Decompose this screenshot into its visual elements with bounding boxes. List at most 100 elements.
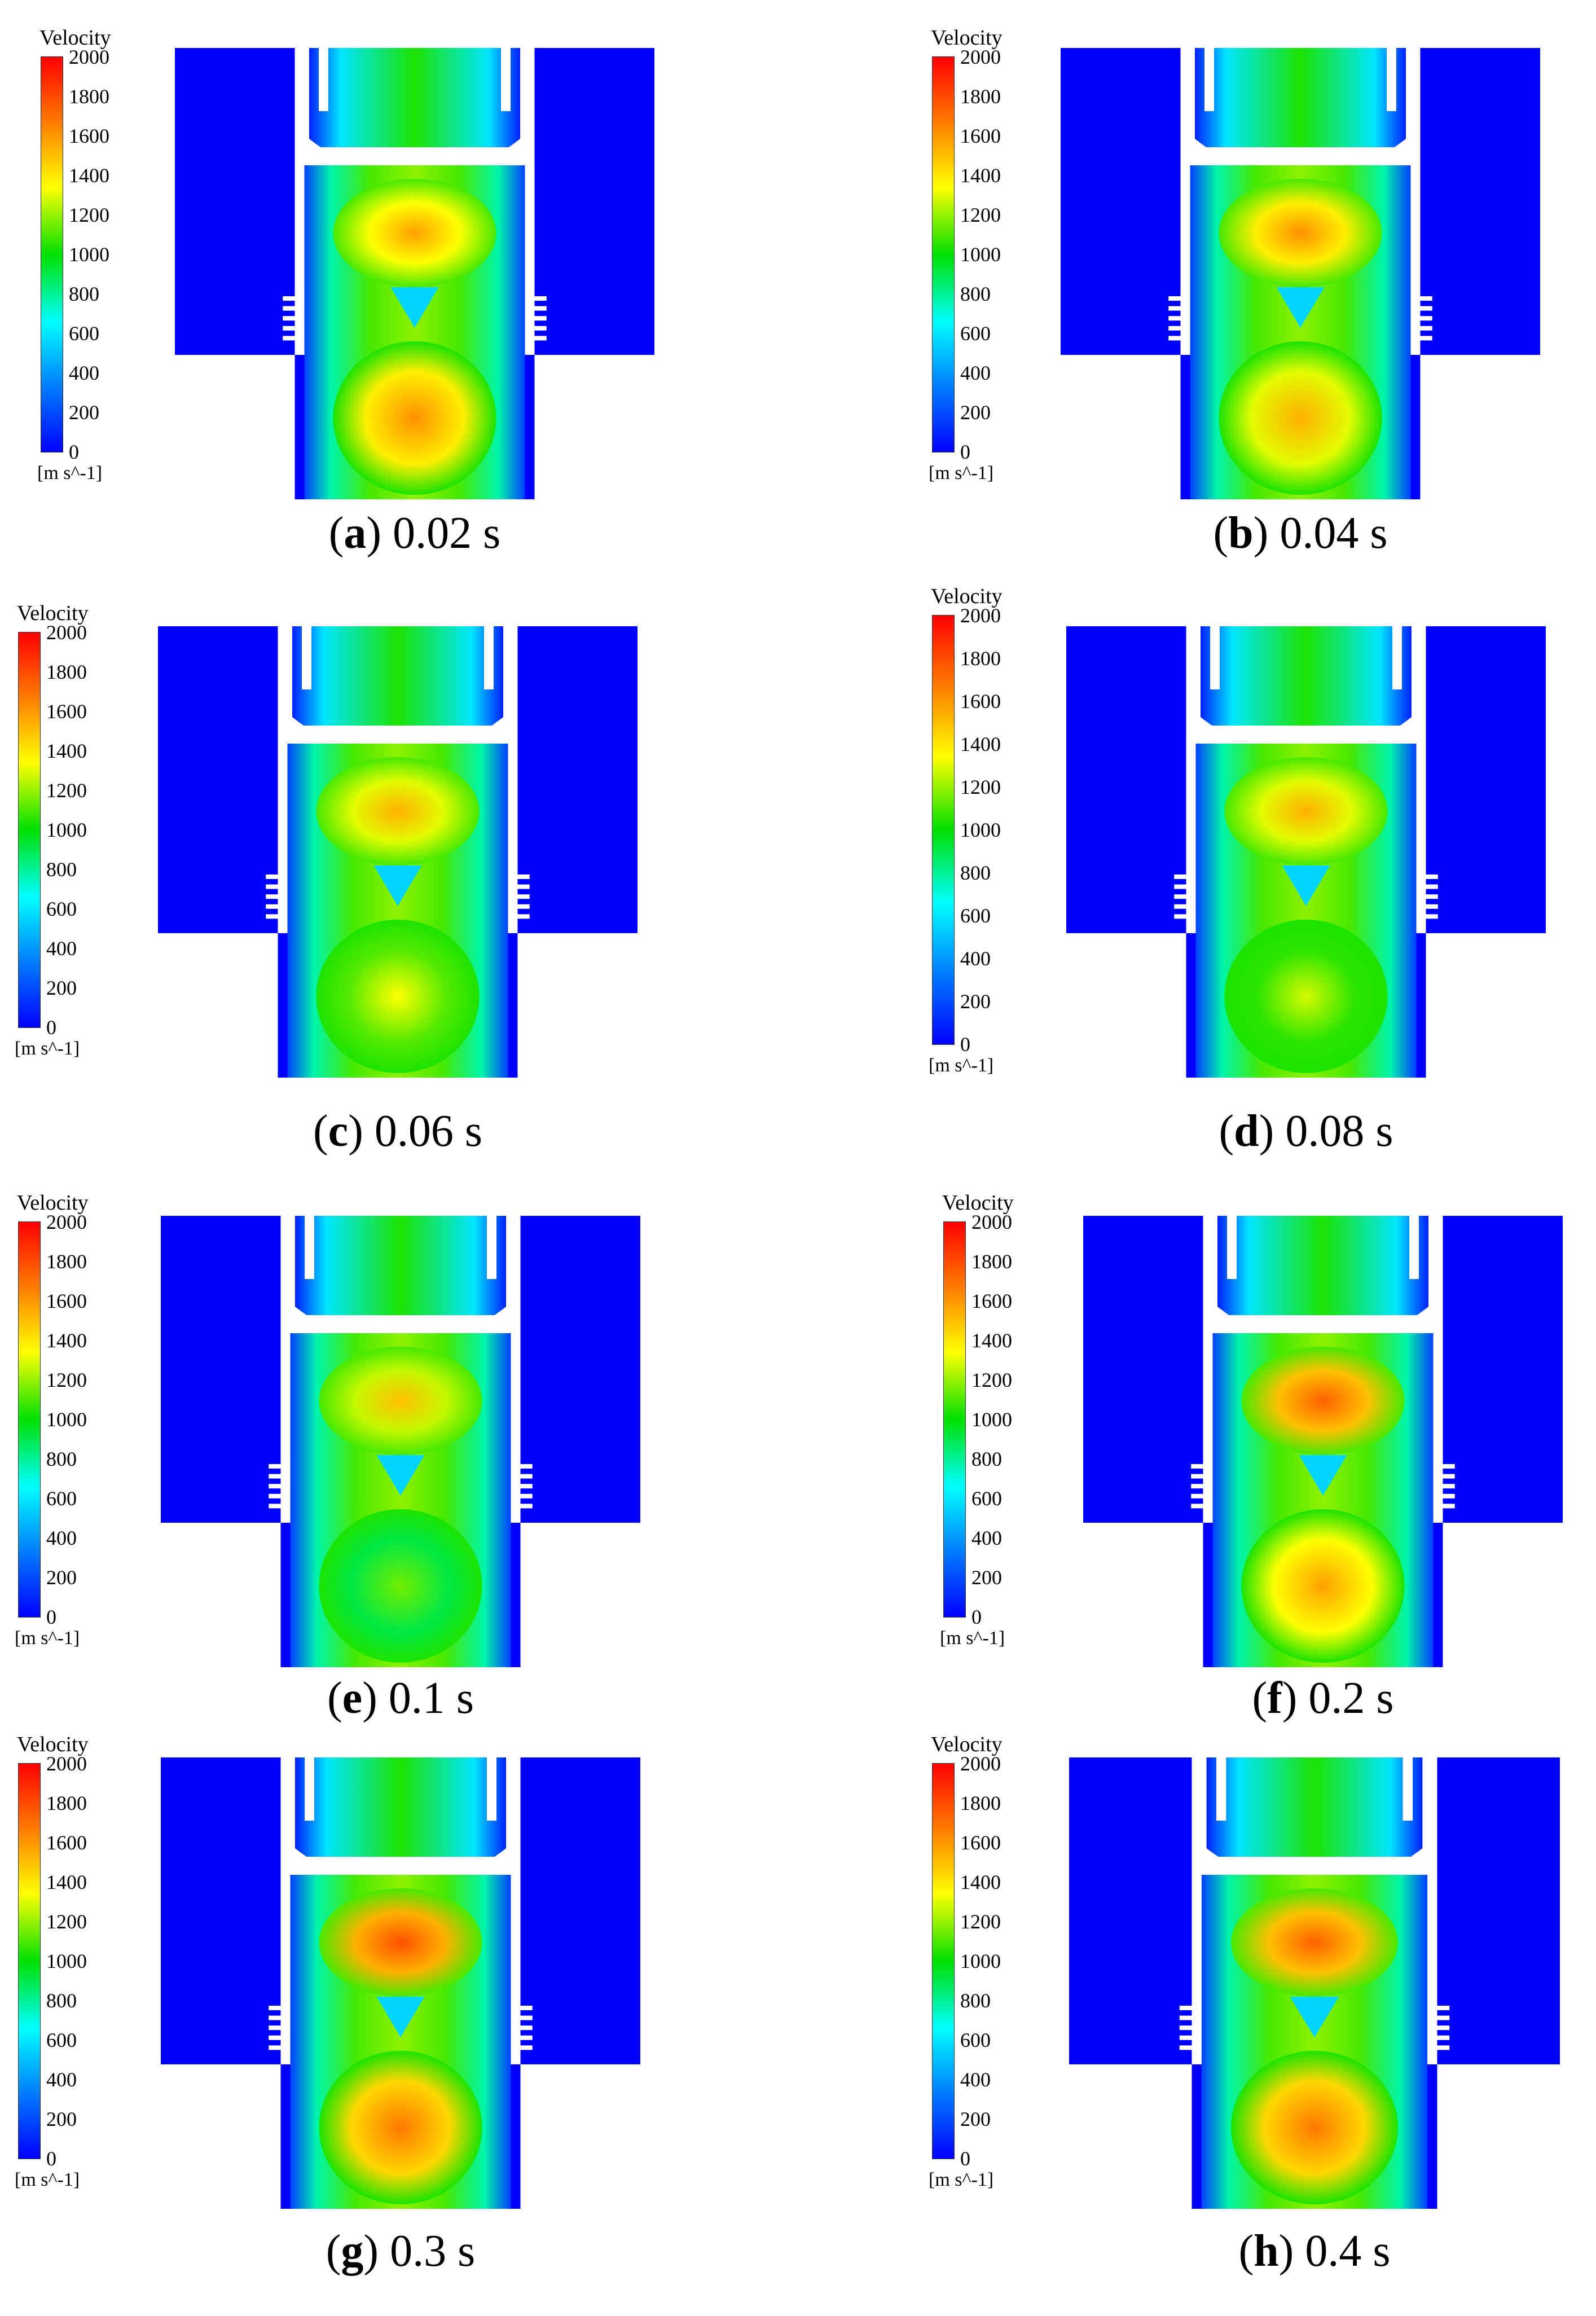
colorbar-tick-label: 0 xyxy=(46,2147,56,2170)
panel-caption: (c) 0.06 s xyxy=(144,1106,652,1157)
right-open-area xyxy=(520,1523,640,1667)
colorbar-tick-label: 1200 xyxy=(46,779,87,802)
velocity-contour xyxy=(1083,1216,1563,1667)
left-vent xyxy=(266,914,283,919)
left-vent xyxy=(283,296,300,301)
colorbar-tick-label: 2000 xyxy=(69,46,109,68)
colorbar-tick-label: 1800 xyxy=(960,1792,1001,1814)
colorbar-tick-label: 2000 xyxy=(46,621,87,644)
colorbar-unit: [m s^-1] xyxy=(15,1038,80,1059)
colorbar-tick-label: 1600 xyxy=(960,690,1001,713)
colorbar-tick-label: 1800 xyxy=(46,1792,87,1814)
upper-core xyxy=(333,179,496,287)
upper-core xyxy=(319,1347,482,1455)
right-vent xyxy=(530,336,547,341)
left-open-area xyxy=(1083,1523,1203,1667)
caption-letter: f xyxy=(1267,1673,1282,1723)
colorbar-title: Velocity xyxy=(17,601,89,625)
colorbar-tick-label: 1200 xyxy=(46,1369,87,1391)
colorbar-tick-label: 200 xyxy=(960,2108,991,2130)
colorbar-tick-label: 200 xyxy=(960,990,991,1013)
right-slot xyxy=(1387,48,1396,111)
colorbar-tick-label: 800 xyxy=(46,858,77,881)
colorbar-tick-label: 400 xyxy=(960,947,991,970)
velocity-contour xyxy=(1061,48,1540,499)
left-lower-wall xyxy=(1203,1523,1213,1667)
colorbar-tick-label: 1000 xyxy=(960,243,1001,266)
caption-paren-open: ( xyxy=(1219,1106,1234,1156)
right-vent xyxy=(1415,326,1432,331)
right-vent xyxy=(1415,296,1432,301)
left-vent xyxy=(1174,914,1191,919)
right-lower-wall xyxy=(1433,1523,1443,1667)
left-vent xyxy=(1168,296,1185,301)
right-vent xyxy=(516,1474,533,1479)
inlet-flow xyxy=(1217,1216,1428,1315)
colorbar-tick-label: 0 xyxy=(960,1033,970,1056)
left-vent xyxy=(269,2035,285,2040)
left-slot xyxy=(305,1757,314,1821)
inlet-flow xyxy=(292,626,503,726)
left-slot xyxy=(1216,1757,1226,1821)
colorbar-tick-label: 0 xyxy=(46,1016,56,1039)
lower-jet xyxy=(319,1509,482,1663)
left-lower-wall xyxy=(278,933,288,1078)
caption-paren-close: ) xyxy=(366,508,382,558)
left-open-area xyxy=(161,2064,281,2209)
velocity-contour xyxy=(1066,626,1546,1078)
throat-diamond xyxy=(373,865,422,906)
caption-time: 0.04 s xyxy=(1280,508,1388,558)
colorbar-unit: [m s^-1] xyxy=(929,463,994,484)
colorbar-tick-label: 1800 xyxy=(971,1250,1012,1273)
colorbar-tick-label: 0 xyxy=(46,1606,56,1628)
colorbar-tick-label: 0 xyxy=(971,1606,982,1628)
left-vent xyxy=(1191,1504,1208,1509)
left-vent xyxy=(1191,1474,1208,1479)
colorbar-tick-label: 600 xyxy=(46,1487,77,1510)
right-vent xyxy=(1415,336,1432,341)
velocity-contour xyxy=(161,1216,640,1667)
right-slot xyxy=(1392,626,1402,689)
colorbar-tick-label: 400 xyxy=(971,1527,1002,1549)
caption-letter: c xyxy=(328,1106,349,1156)
left-wall-block xyxy=(161,1757,281,2064)
colorbar-tick-label: 1200 xyxy=(46,1910,87,1933)
caption-paren-close: ) xyxy=(363,2226,379,2276)
colorbar-tick-label: 1200 xyxy=(960,204,1001,226)
lower-jet xyxy=(1224,920,1388,1073)
colorbar-tick-label: 600 xyxy=(960,904,991,927)
colorbar-tick-label: 1200 xyxy=(960,776,1001,798)
left-vent xyxy=(1191,1464,1208,1469)
left-vent xyxy=(269,1493,285,1498)
left-slot xyxy=(1204,48,1214,111)
left-vent xyxy=(269,1484,285,1489)
colorbar-tick-label: 1000 xyxy=(69,243,109,266)
colorbar-tick-label: 1400 xyxy=(46,1329,87,1352)
colorbar-tick-label: 800 xyxy=(46,1989,77,2012)
caption-letter: a xyxy=(344,508,367,558)
right-open-area xyxy=(534,355,654,499)
upper-core xyxy=(319,1888,482,1997)
colorbar-title: Velocity xyxy=(931,26,1003,50)
caption-time: 0.06 s xyxy=(374,1106,482,1156)
right-vent xyxy=(530,316,547,321)
right-wall-block xyxy=(1426,626,1546,933)
right-vent xyxy=(516,2045,533,2050)
colorbar-tick-label: 2000 xyxy=(46,1211,87,1233)
upper-core xyxy=(1231,1888,1398,1997)
colorbar-tick-label: 1600 xyxy=(46,700,87,723)
panel-b: Velocity 2000 1800 1600 1400 1200 1000 800 600 4… xyxy=(925,11,1574,598)
colorbar xyxy=(18,632,41,1028)
caption-paren-open: ( xyxy=(326,2226,341,2276)
left-vent xyxy=(1179,2025,1197,2031)
inlet-flow xyxy=(309,48,520,147)
left-vent xyxy=(1174,894,1191,899)
caption-paren-close: ) xyxy=(1282,1673,1298,1723)
colorbar xyxy=(932,1763,955,2159)
colorbar-title: Velocity xyxy=(931,585,1003,608)
right-slot xyxy=(484,626,494,689)
right-vent xyxy=(513,874,530,879)
left-wall-block xyxy=(158,626,278,933)
panel-caption: (g) 0.3 s xyxy=(147,2226,654,2277)
